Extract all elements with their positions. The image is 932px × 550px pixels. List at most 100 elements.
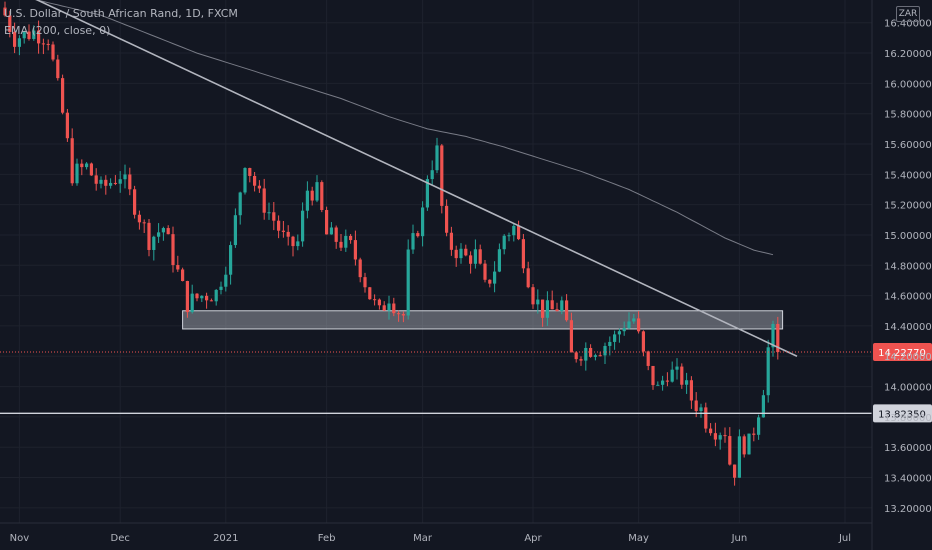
candle xyxy=(569,312,573,353)
time-tick-label: Jul xyxy=(838,533,851,544)
candle xyxy=(603,342,607,365)
candle xyxy=(315,175,319,203)
price-tick-label: 14.00000 xyxy=(884,383,932,394)
candle-body xyxy=(70,138,74,184)
candle-body xyxy=(229,245,233,275)
candle xyxy=(464,244,468,257)
candle xyxy=(325,206,329,235)
candle xyxy=(382,301,386,311)
candle-body xyxy=(32,30,36,39)
candle-body xyxy=(545,300,549,318)
candle xyxy=(291,235,295,257)
candle-body xyxy=(733,464,737,478)
candle-body xyxy=(85,163,89,168)
candle-body xyxy=(382,305,386,311)
candle xyxy=(123,164,127,189)
candle-body xyxy=(123,174,127,180)
candle xyxy=(488,279,492,288)
candle-body xyxy=(320,182,324,210)
candle-body xyxy=(478,249,482,264)
price-tick-label: 13.60000 xyxy=(884,443,932,454)
candle xyxy=(70,128,74,186)
candle xyxy=(685,372,689,394)
candle-body xyxy=(185,281,189,313)
candle xyxy=(286,225,290,246)
candle xyxy=(517,220,521,241)
candle-body xyxy=(224,274,228,287)
candle xyxy=(320,180,324,213)
candle xyxy=(445,199,449,237)
candle xyxy=(483,259,487,283)
resistance-zone[interactable] xyxy=(182,310,784,330)
last-price-tag xyxy=(873,343,932,362)
candle-body xyxy=(109,182,113,186)
candle-body xyxy=(680,366,684,385)
candle-body xyxy=(512,225,516,236)
candle-body xyxy=(248,168,252,176)
candle xyxy=(32,25,36,41)
candle-body xyxy=(656,384,660,386)
candle xyxy=(579,356,583,366)
candle-body xyxy=(579,359,583,361)
candle-body xyxy=(694,400,698,412)
candle xyxy=(670,361,674,383)
candle xyxy=(296,234,300,251)
last-price-label: 14.22770 xyxy=(878,348,926,359)
candle-body xyxy=(214,289,218,302)
currency-badge[interactable]: ZAR xyxy=(896,6,920,22)
candle xyxy=(675,358,679,380)
price-tick-label: 16.20000 xyxy=(884,49,932,60)
horizontal-levels[interactable]: 13.82350 14.22770 xyxy=(0,343,932,423)
candle-body xyxy=(195,293,199,299)
candle-body xyxy=(368,287,372,300)
candle-body xyxy=(315,182,319,201)
candle xyxy=(46,39,50,51)
candle xyxy=(728,427,732,466)
candle-body xyxy=(728,436,732,465)
candle-body xyxy=(445,205,449,233)
time-tick-label: 2021 xyxy=(213,533,238,544)
time-tick-label: Nov xyxy=(10,533,30,544)
candle-body xyxy=(272,212,276,221)
candle xyxy=(689,376,693,409)
candle xyxy=(656,381,660,386)
candle-body xyxy=(262,188,266,213)
candle-body xyxy=(46,43,50,45)
candle-body xyxy=(661,380,665,385)
candle xyxy=(704,402,708,433)
candle xyxy=(305,181,309,219)
price-tick-label: 13.20000 xyxy=(884,504,932,515)
candle xyxy=(27,24,31,41)
candle-body xyxy=(339,241,343,248)
candle-body xyxy=(137,214,141,223)
trendline[interactable] xyxy=(5,0,798,357)
candle xyxy=(65,108,69,142)
candle-body xyxy=(27,31,31,39)
candle-body xyxy=(104,179,108,186)
price-axis[interactable]: 16.40000 16.20000 16.00000 15.80000 15.60000… xyxy=(884,19,932,515)
candle xyxy=(41,38,45,55)
price-tick-label: 15.00000 xyxy=(884,231,932,242)
candle xyxy=(502,234,506,255)
candle-body xyxy=(181,269,185,282)
candle xyxy=(104,175,108,195)
candle xyxy=(301,202,305,247)
candle xyxy=(651,365,655,390)
candle xyxy=(723,427,727,443)
candle xyxy=(521,233,525,274)
candle-body xyxy=(238,192,242,216)
support-price-tag xyxy=(873,404,932,423)
candle-body xyxy=(358,259,362,278)
candle xyxy=(209,298,213,302)
candle-body xyxy=(598,355,602,357)
time-axis[interactable]: Nov Dec 2021 Feb Mar Apr May Jun Jul xyxy=(10,533,851,544)
candle-body xyxy=(440,145,444,206)
candle xyxy=(277,215,281,239)
candle xyxy=(454,245,458,267)
price-tick-label: 14.40000 xyxy=(884,322,932,333)
candle-body xyxy=(531,287,535,305)
candle xyxy=(3,1,7,17)
candle xyxy=(637,311,641,334)
